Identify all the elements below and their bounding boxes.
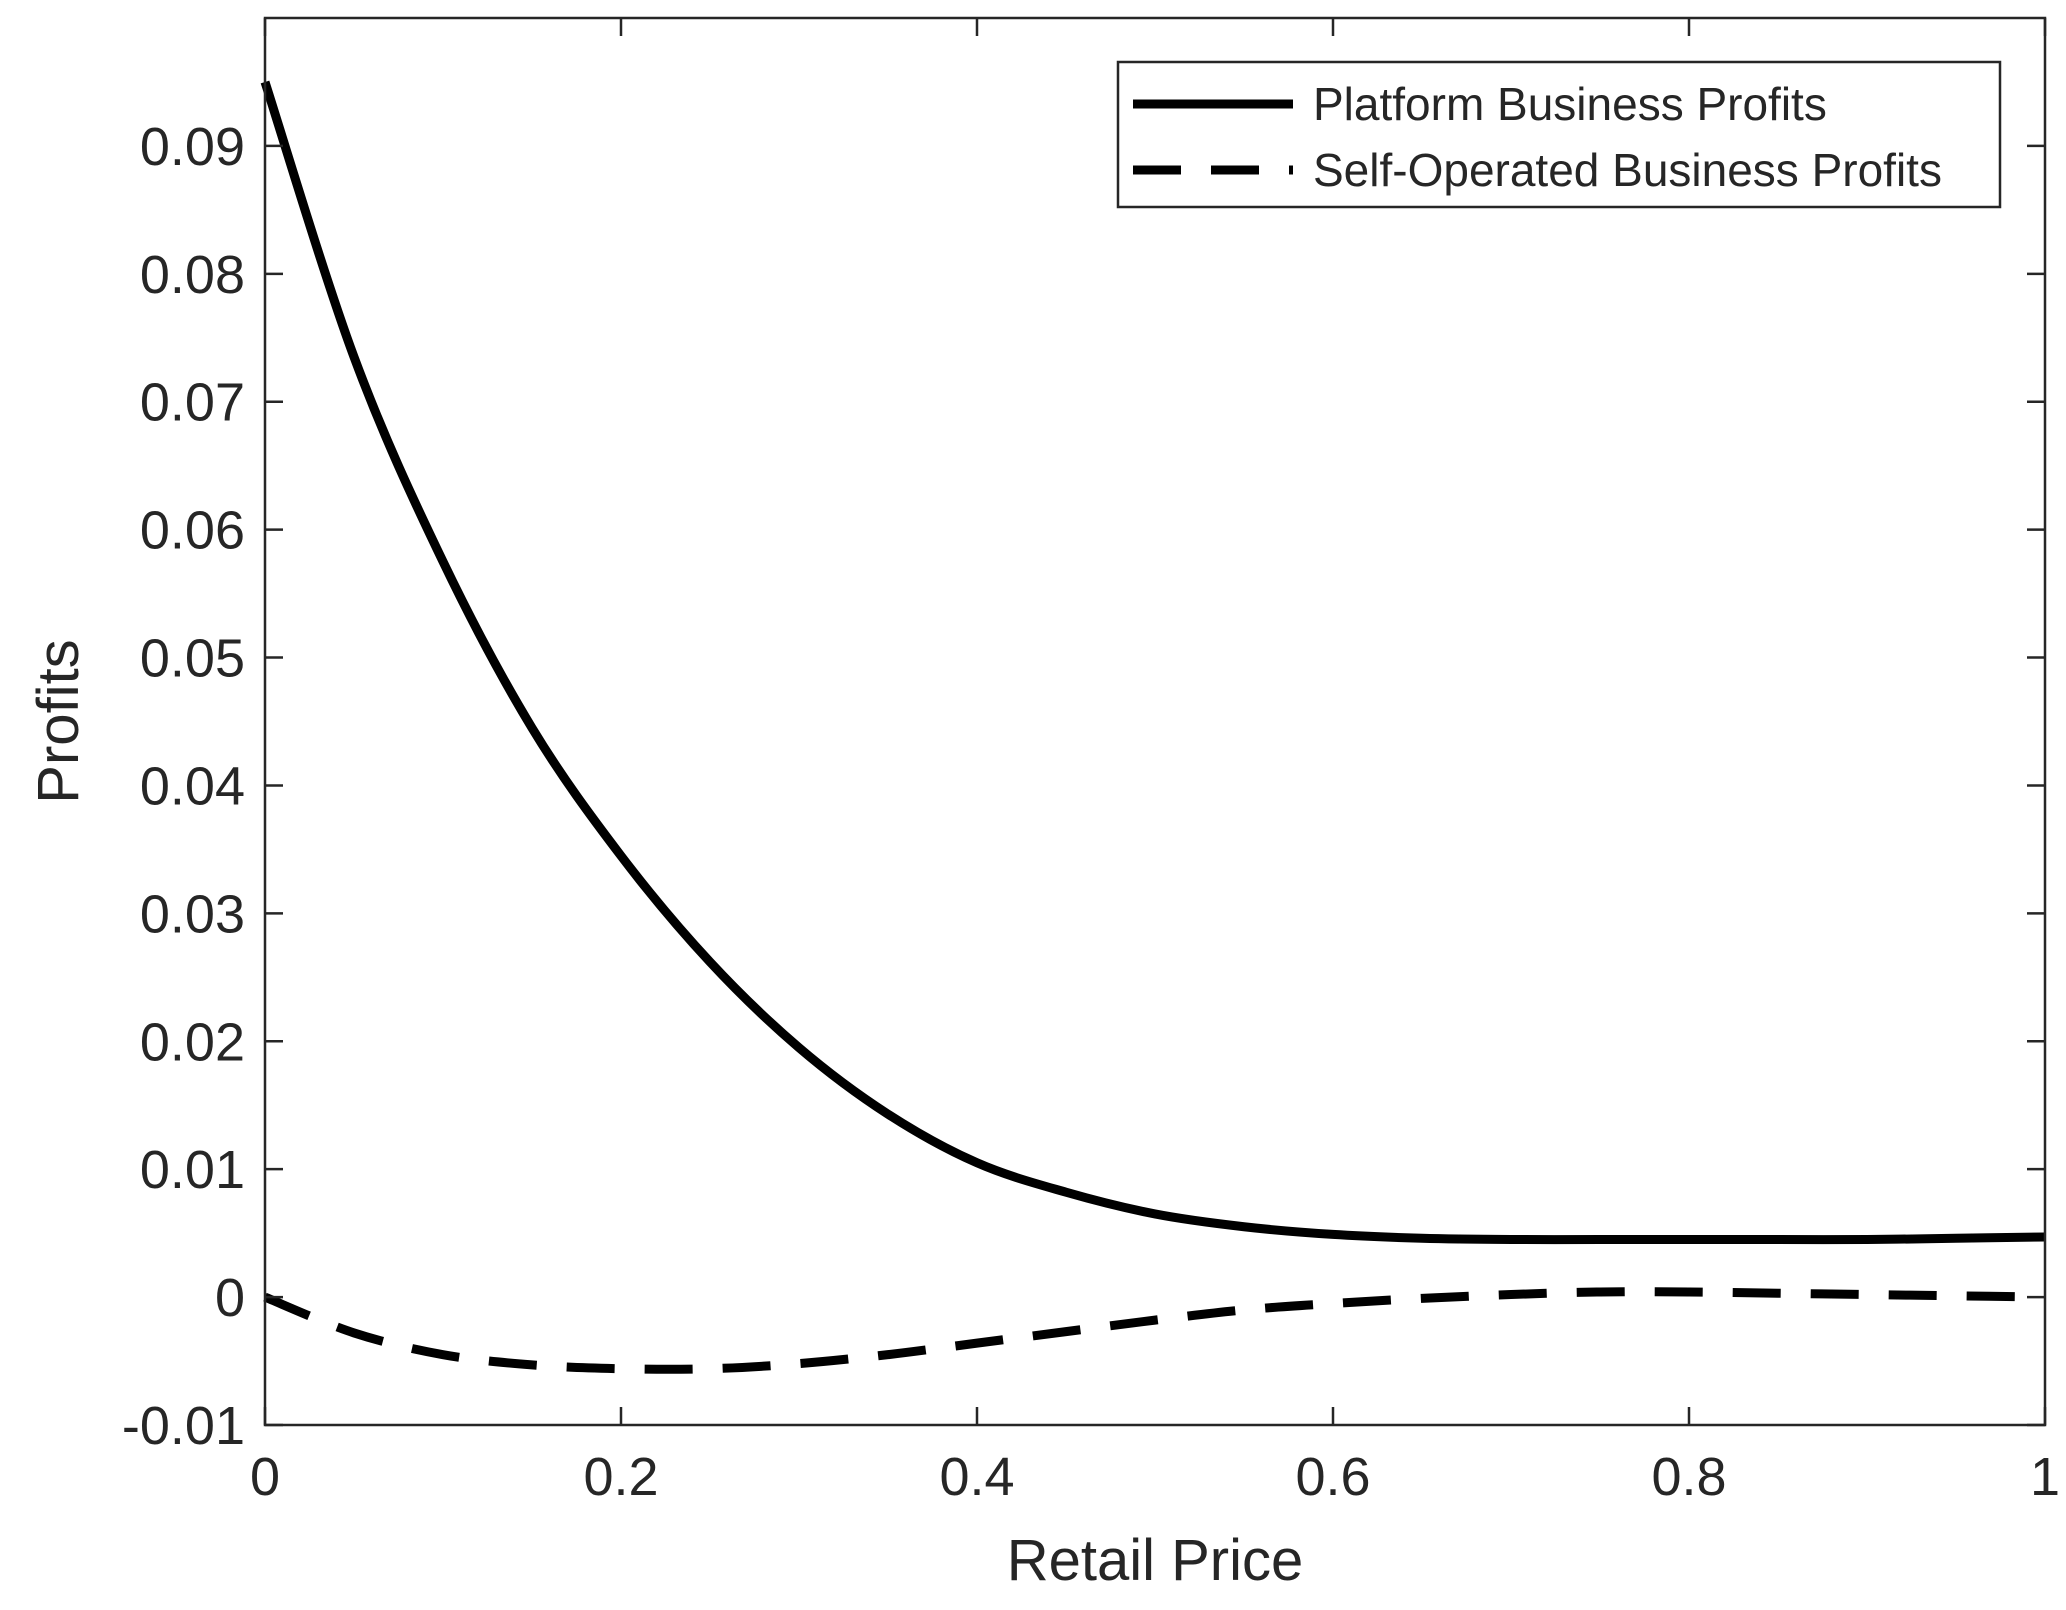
ticks-layer: 0 0.2 0.4 0.6 0.8 1-0.0100.010.020.030.040.05…	[122, 18, 2060, 1507]
y-tick-label: 0.08	[140, 245, 245, 305]
legend-label-2: Self-Operated Business Profits	[1313, 144, 1942, 196]
y-tick-label: 0.05	[140, 629, 245, 689]
series-line-2	[263, 1287, 2046, 1374]
series-layer	[260, 80, 2046, 1374]
x-tick-label: 0	[250, 1447, 280, 1507]
plot-area	[265, 18, 2045, 1425]
y-axis-title: Profits	[26, 639, 91, 803]
x-tick-label: 1	[2030, 1447, 2060, 1507]
x-tick-label: 0.6	[1295, 1447, 1370, 1507]
y-tick-label: 0.06	[140, 501, 245, 561]
series-line-1	[260, 80, 2046, 1245]
legend-box	[1116, 60, 2002, 209]
y-tick-label: -0.01	[122, 1396, 245, 1456]
y-tick-label: 0	[215, 1268, 245, 1328]
y-tick-label: 0.09	[140, 117, 245, 177]
plot-background	[265, 18, 2045, 1425]
y-tick-label: 0.03	[140, 884, 245, 944]
y-tick-label: 0.02	[140, 1012, 245, 1072]
x-tick-label: 0.4	[939, 1447, 1014, 1507]
y-tick-label: 0.07	[140, 373, 245, 433]
legend-label-1: Platform Business Profits	[1313, 78, 1827, 130]
x-tick-label: 0.8	[1651, 1447, 1726, 1507]
axes-box	[263, 16, 2047, 1427]
y-tick-label: 0.04	[140, 756, 245, 816]
y-tick-label: 0.01	[140, 1140, 245, 1200]
legend: Platform Business Profits Self-Operated B…	[1116, 60, 2002, 209]
x-tick-label: 0.2	[583, 1447, 658, 1507]
x-axis-title: Retail Price	[1007, 1528, 1304, 1593]
axes-layer	[263, 16, 2047, 1427]
